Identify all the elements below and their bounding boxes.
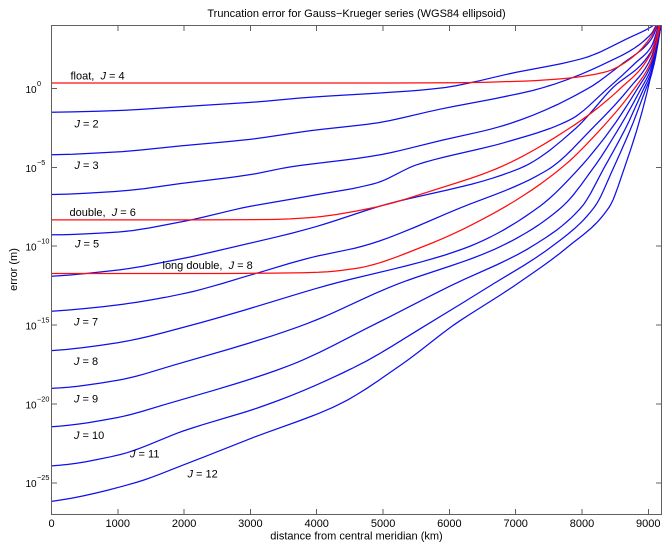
svg-text:10: 10 <box>25 243 37 254</box>
svg-text:−20: −20 <box>37 394 49 403</box>
svg-text:float, J = 4: float, J = 4 <box>71 70 125 82</box>
svg-text:10: 10 <box>25 85 37 96</box>
svg-text:0: 0 <box>48 518 54 530</box>
svg-text:J = 12: J = 12 <box>187 469 218 481</box>
svg-text:7000: 7000 <box>503 518 527 530</box>
svg-text:9000: 9000 <box>636 518 660 530</box>
svg-text:Truncation error for Gauss−Kru: Truncation error for Gauss−Krueger serie… <box>207 8 505 20</box>
svg-text:10: 10 <box>25 400 37 411</box>
svg-text:8000: 8000 <box>570 518 594 530</box>
svg-text:4000: 4000 <box>304 518 328 530</box>
svg-text:J = 5: J = 5 <box>74 239 99 251</box>
svg-text:5000: 5000 <box>371 518 395 530</box>
svg-text:0: 0 <box>37 79 41 88</box>
svg-text:distance from central meridian: distance from central meridian (km) <box>270 531 442 543</box>
svg-text:6000: 6000 <box>437 518 461 530</box>
svg-text:error (m): error (m) <box>8 248 20 291</box>
svg-text:J = 2: J = 2 <box>74 119 99 131</box>
svg-text:1000: 1000 <box>106 518 130 530</box>
svg-text:long double, J = 8: long double, J = 8 <box>163 260 253 272</box>
svg-text:J = 11: J = 11 <box>129 449 159 461</box>
svg-text:−25: −25 <box>37 473 49 482</box>
svg-text:J = 8: J = 8 <box>73 356 98 368</box>
svg-text:−15: −15 <box>37 315 49 324</box>
svg-text:double, J = 6: double, J = 6 <box>70 207 136 219</box>
svg-text:10: 10 <box>25 322 37 333</box>
svg-text:J = 3: J = 3 <box>74 160 99 172</box>
svg-text:−10: −10 <box>37 237 49 246</box>
svg-text:2000: 2000 <box>172 518 196 530</box>
svg-text:3000: 3000 <box>238 518 262 530</box>
svg-text:J = 7: J = 7 <box>73 317 98 329</box>
svg-text:10: 10 <box>25 479 37 490</box>
svg-text:J = 9: J = 9 <box>73 394 98 406</box>
svg-text:−5: −5 <box>37 158 45 167</box>
svg-text:10: 10 <box>25 164 37 175</box>
svg-text:J = 10: J = 10 <box>73 430 104 442</box>
